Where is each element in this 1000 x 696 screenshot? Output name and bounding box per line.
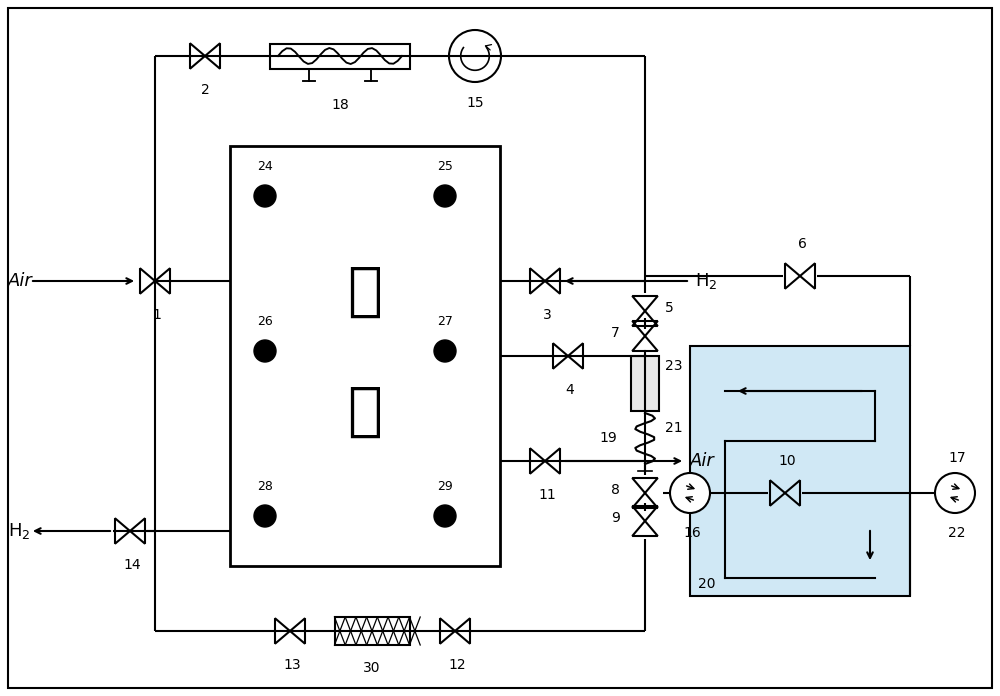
Circle shape	[434, 185, 456, 207]
Circle shape	[254, 185, 276, 207]
Text: 8: 8	[611, 483, 620, 497]
Text: 18: 18	[331, 98, 349, 112]
Text: 26: 26	[257, 315, 273, 328]
Text: Air: Air	[690, 452, 715, 470]
Text: 电: 电	[348, 262, 382, 319]
Text: 9: 9	[611, 511, 620, 525]
Text: 10: 10	[778, 454, 796, 468]
Circle shape	[670, 473, 710, 513]
Text: 28: 28	[257, 480, 273, 493]
Text: 21: 21	[665, 422, 683, 436]
Bar	[270, 43, 410, 68]
Text: 6: 6	[798, 237, 806, 251]
Text: 3: 3	[543, 308, 551, 322]
Bar	[631, 356, 659, 411]
Text: 15: 15	[466, 96, 484, 110]
Text: 25: 25	[437, 160, 453, 173]
Text: 14: 14	[123, 558, 141, 572]
Text: 29: 29	[437, 480, 453, 493]
Text: 24: 24	[257, 160, 273, 173]
Text: 4: 4	[566, 383, 574, 397]
Text: 19: 19	[599, 432, 617, 445]
Text: 堆: 堆	[348, 383, 382, 439]
Text: H$_2$: H$_2$	[695, 271, 717, 291]
Circle shape	[254, 340, 276, 362]
Circle shape	[434, 505, 456, 527]
Circle shape	[449, 30, 501, 82]
Text: 1: 1	[153, 308, 161, 322]
Text: 16: 16	[683, 526, 701, 540]
Text: 20: 20	[698, 577, 716, 591]
Text: 23: 23	[665, 359, 682, 373]
Circle shape	[254, 505, 276, 527]
Text: 7: 7	[611, 326, 620, 340]
Text: 17: 17	[948, 451, 966, 465]
Text: 5: 5	[665, 301, 674, 315]
Text: 27: 27	[437, 315, 453, 328]
Circle shape	[434, 340, 456, 362]
Text: H$_2$: H$_2$	[8, 521, 30, 541]
Text: 30: 30	[363, 661, 381, 675]
Text: Air: Air	[8, 272, 33, 290]
Circle shape	[935, 473, 975, 513]
Text: 13: 13	[283, 658, 301, 672]
Text: 12: 12	[448, 658, 466, 672]
Text: 22: 22	[948, 526, 966, 540]
Text: 2: 2	[201, 83, 209, 97]
Text: 11: 11	[538, 488, 556, 502]
Bar	[690, 346, 910, 596]
Bar	[334, 617, 410, 645]
Bar	[230, 146, 500, 566]
